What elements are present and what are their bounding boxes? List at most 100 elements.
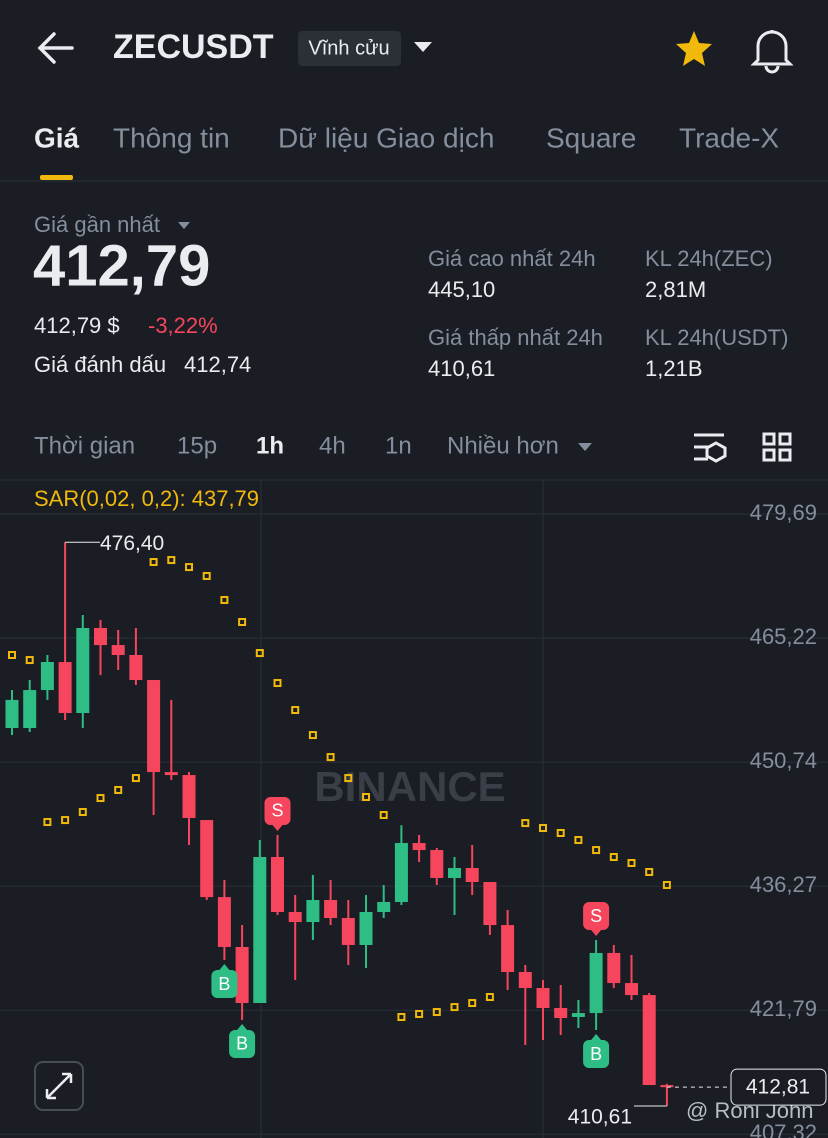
candle-body	[660, 1085, 674, 1088]
signal-pointer	[272, 824, 283, 831]
interval[interactable]: 15p	[177, 432, 217, 459]
signal-badge	[583, 1040, 610, 1069]
last-price-label: 412,81	[746, 1076, 810, 1099]
sar-dot	[149, 558, 158, 567]
favorite-star[interactable]	[676, 31, 712, 66]
interval[interactable]: 1h	[256, 432, 284, 459]
notification-bell[interactable]	[750, 30, 794, 74]
sar-dot	[114, 785, 123, 794]
sar-dot	[291, 706, 300, 715]
y-tick-label: 407,32	[750, 1120, 817, 1138]
candle-body	[377, 901, 391, 913]
symbol[interactable]: ZECUSDT	[113, 28, 274, 66]
sar-dot	[485, 993, 494, 1002]
candle-body	[253, 856, 267, 1004]
sar-dot	[202, 571, 211, 580]
tab[interactable]: Trade-X	[679, 122, 779, 153]
candle-body	[554, 1007, 568, 1019]
sar-dot	[645, 867, 654, 876]
tab-indicator	[40, 175, 73, 180]
price-label: Giá gần nhất	[34, 212, 160, 237]
tab[interactable]: Giá	[34, 122, 80, 153]
y-tick-label: 465,22	[750, 624, 817, 649]
tab[interactable]: Dữ liệu Giao dịch	[278, 122, 494, 153]
sar-dot	[592, 846, 601, 855]
y-tick-label: 421,79	[750, 996, 817, 1021]
sar-dot	[362, 793, 370, 802]
sar-dot	[574, 836, 583, 845]
back-button[interactable]	[37, 32, 74, 64]
candle-body	[94, 628, 107, 646]
indicator-label: SAR(0,02, 0,2): 437,79	[34, 486, 259, 511]
candle-body	[501, 925, 515, 973]
last-price-box	[730, 1068, 827, 1106]
sar-dot	[167, 556, 176, 565]
sar-dot	[96, 794, 105, 803]
candle-body	[5, 699, 19, 729]
candle-body	[182, 775, 196, 818]
low-label: 410,61	[568, 1106, 632, 1129]
candle-body	[465, 868, 479, 883]
candle-body	[571, 1013, 585, 1017]
candle-body	[271, 856, 284, 913]
tab[interactable]: Square	[546, 122, 636, 153]
sar-dot	[131, 774, 140, 783]
candle-body	[288, 912, 302, 923]
expand-button[interactable]	[34, 1061, 84, 1111]
candle-body	[23, 690, 37, 729]
candle-body	[306, 900, 320, 923]
layout-toggle[interactable]	[762, 432, 792, 462]
sar-dot	[238, 618, 247, 627]
signal-pointer	[591, 1034, 602, 1041]
signal-label: S	[271, 801, 283, 821]
sar-dot	[255, 649, 264, 658]
sar-dot	[344, 774, 353, 783]
candle-body	[448, 868, 461, 878]
tab[interactable]: Thông tin	[113, 122, 230, 153]
stat-label: Giá cao nhất 24h	[428, 246, 596, 271]
signal-label: B	[590, 1044, 602, 1064]
sar-dot	[662, 881, 671, 890]
candle-body	[483, 882, 497, 926]
sar-dot	[220, 595, 229, 604]
y-tick-label: 450,74	[750, 748, 817, 773]
caret	[578, 443, 592, 451]
candle-body	[129, 654, 143, 681]
sar-dot	[273, 679, 282, 688]
candle-body	[589, 952, 603, 1014]
candle-body	[200, 820, 214, 898]
candle-body	[430, 850, 444, 878]
candle-body	[607, 952, 621, 984]
sar-dot	[415, 1009, 424, 1018]
stat-value: 445,10	[428, 277, 495, 302]
expand-icon	[45, 1072, 73, 1100]
sar-dot	[308, 731, 317, 740]
interval[interactable]: 4h	[319, 432, 346, 459]
indicator-settings[interactable]	[694, 433, 727, 463]
interval[interactable]: Thời gian	[34, 432, 135, 459]
sar-dot	[539, 824, 547, 833]
sar-dot	[609, 852, 618, 861]
stat-label: KL 24h(USDT)	[645, 325, 788, 350]
sar-dot	[468, 999, 477, 1008]
interval[interactable]: Nhiều hơn	[447, 432, 559, 459]
y-tick-label: 479,69	[750, 500, 817, 525]
y-tick-label: 436,27	[750, 872, 817, 897]
signal-pointer	[219, 964, 230, 971]
interval[interactable]: 1n	[385, 432, 412, 459]
stat-label: KL 24h(ZEC)	[645, 246, 773, 271]
stat-value: 1,21B	[645, 356, 703, 381]
plot: B B S S B 476,40 410,61	[0, 513, 828, 1135]
candle-body	[147, 680, 161, 773]
candle-body	[76, 628, 90, 714]
candle-body	[235, 946, 249, 1004]
sar-dot	[78, 807, 87, 816]
caret	[178, 222, 190, 229]
dropdown-caret[interactable]	[414, 42, 432, 52]
signal-label: B	[236, 1034, 248, 1054]
sar-dot	[43, 818, 52, 827]
candle-body	[642, 995, 656, 1086]
sar-dot	[8, 650, 16, 659]
fiat-price: 412,79 $	[34, 313, 120, 338]
last-price: 412,79	[33, 233, 210, 298]
